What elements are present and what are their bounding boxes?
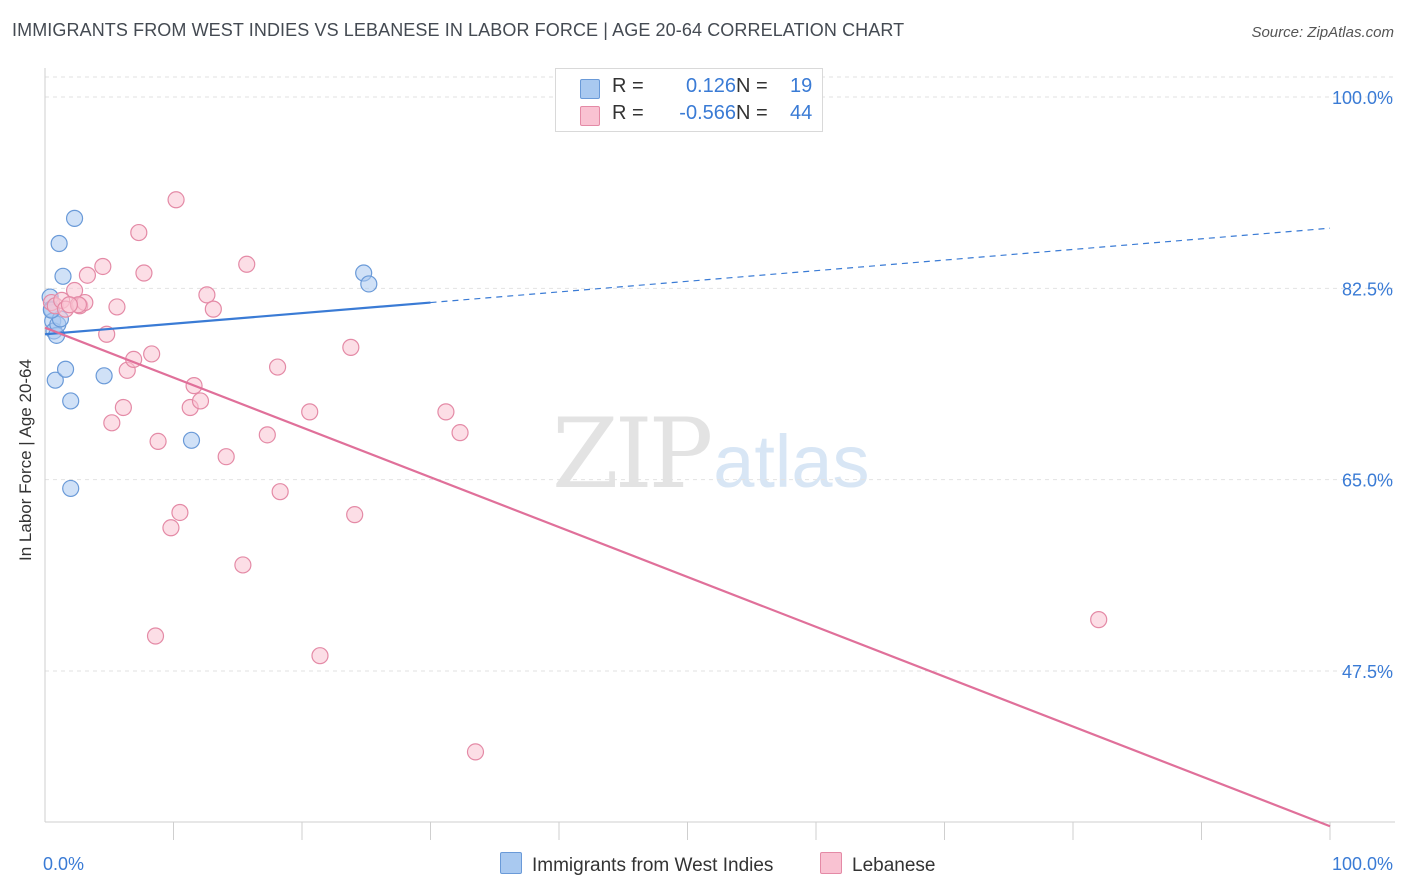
lebanese-point: [346, 506, 364, 524]
west-indies-point: [95, 367, 113, 385]
watermark: ZIPatlas: [552, 398, 870, 510]
lebanese-point: [311, 647, 329, 665]
lebanese-point: [342, 338, 360, 356]
lebanese-point: [234, 556, 252, 574]
legend-n-label: N =: [736, 102, 768, 124]
west-indies-point: [65, 209, 84, 227]
lebanese-point: [167, 191, 185, 209]
west-indies-point: [62, 392, 80, 410]
west-indies-point: [50, 234, 68, 253]
lebanese-point: [451, 424, 469, 442]
bottom-legend-swatch-lebanese: [820, 852, 842, 874]
lebanese-point: [171, 503, 189, 522]
west-indies-trend-line: [44, 301, 431, 336]
legend-r-label: R =: [612, 102, 644, 124]
legend-n-label: N =: [736, 75, 768, 97]
bottom-legend-lebanese: Lebanese: [820, 852, 935, 877]
legend-swatch-west-indies: [580, 79, 600, 99]
lebanese-point: [60, 296, 79, 314]
lebanese-point: [204, 300, 222, 318]
lebanese-point: [466, 743, 485, 761]
lebanese-point: [198, 286, 216, 304]
lebanese-point: [78, 266, 97, 284]
lebanese-point: [114, 398, 132, 417]
legend-n-value: 19: [790, 75, 813, 97]
lebanese-point: [162, 519, 180, 537]
lebanese-point: [1090, 611, 1108, 629]
lebanese-trend-line: [44, 326, 1331, 828]
west-indies-point: [56, 360, 75, 378]
x-tick-label-min: 0.0%: [43, 854, 84, 874]
lebanese-point: [149, 432, 167, 450]
lebanese-point: [130, 223, 148, 242]
correlation-legend: R = 0.126 N = 19 R = -0.566 N = 44: [555, 68, 823, 132]
bottom-legend-west-indies: Immigrants from West Indies: [500, 852, 773, 877]
legend-r-value: 0.126: [685, 75, 736, 97]
bottom-legend-swatch-west-indies: [500, 852, 522, 874]
legend-r-value: -0.566: [679, 102, 736, 124]
source-credit: Source: ZipAtlas.com: [1251, 24, 1394, 41]
legend-r-label: R =: [612, 75, 644, 97]
lebanese-point: [271, 483, 289, 501]
y-axis-label: In Labor Force | Age 20-64: [16, 359, 35, 561]
west-indies-point: [360, 275, 378, 293]
lebanese-point: [217, 448, 235, 466]
lebanese-point: [94, 257, 112, 276]
lebanese-point: [108, 298, 126, 316]
bottom-legend-label: Lebanese: [852, 855, 936, 876]
lebanese-point: [146, 627, 165, 645]
x-tick-label-max: 100.0%: [1332, 854, 1393, 874]
y-tick-label: 82.5%: [1342, 279, 1393, 299]
y-tick-label: 65.0%: [1342, 471, 1393, 491]
lebanese-point: [437, 403, 455, 421]
chart-title: IMMIGRANTS FROM WEST INDIES VS LEBANESE …: [12, 20, 905, 40]
west-indies-point: [54, 267, 72, 285]
lebanese-point: [258, 426, 276, 444]
watermark-zip: ZIP: [552, 398, 713, 510]
lebanese-point: [191, 392, 210, 410]
lebanese-point: [238, 255, 256, 273]
lebanese-point: [143, 345, 161, 363]
legend-swatch-lebanese: [580, 106, 600, 126]
bottom-legend-label: Immigrants from West Indies: [532, 855, 774, 876]
lebanese-point: [301, 403, 319, 421]
watermark-atlas: atlas: [713, 420, 870, 503]
legend-n-value: 44: [790, 102, 813, 124]
west-indies-point: [46, 371, 64, 389]
y-tick-label: 47.5%: [1342, 662, 1393, 682]
west-indies-point: [182, 431, 201, 449]
lebanese-point: [103, 414, 121, 432]
y-tick-label: 100.0%: [1332, 88, 1393, 108]
west-indies-trend-extension: [430, 227, 1331, 304]
lebanese-point: [268, 358, 287, 376]
lebanese-point: [135, 264, 153, 282]
west-indies-point: [62, 479, 80, 498]
